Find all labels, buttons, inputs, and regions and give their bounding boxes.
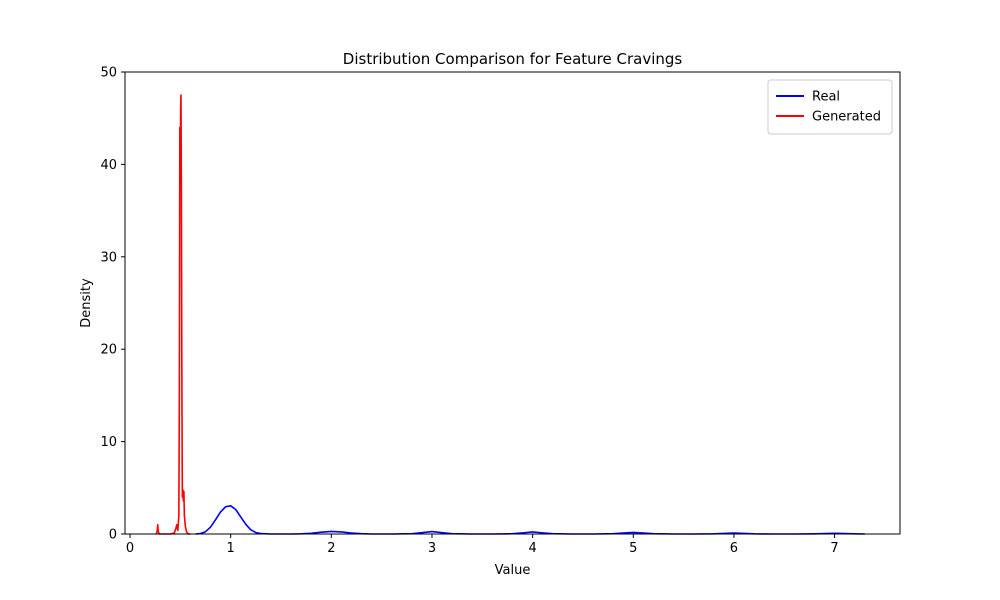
y-tick-label: 30 [100, 250, 117, 265]
x-axis-label: Value [495, 563, 531, 578]
x-tick-label: 5 [629, 541, 637, 556]
plot-frame [124, 71, 901, 535]
y-tick-label: 0 [109, 528, 117, 543]
y-tick-label: 20 [100, 343, 117, 358]
y-axis-ticks: 0 10 20 30 40 50 [100, 66, 125, 543]
x-tick-label: 0 [126, 541, 134, 556]
y-tick-label: 10 [100, 435, 117, 450]
x-tick-label: 4 [528, 541, 536, 556]
x-tick-label: 3 [428, 541, 436, 556]
y-tick-label: 50 [100, 66, 117, 81]
x-tick-label: 1 [227, 541, 235, 556]
y-axis-label: Density [79, 278, 94, 328]
x-tick-label: 2 [327, 541, 335, 556]
series-line-real [195, 505, 865, 535]
y-tick-label: 40 [100, 158, 117, 173]
legend-box [767, 79, 893, 135]
x-tick-label: 7 [830, 541, 838, 556]
x-axis-ticks: 0 1 2 3 4 5 6 7 [126, 534, 839, 556]
legend-label-real: Real [812, 90, 840, 105]
legend-label-generated: Generated [812, 110, 881, 125]
chart-title: Distribution Comparison for Feature Crav… [343, 50, 683, 68]
legend: Real Generated [767, 79, 893, 135]
x-tick-label: 6 [730, 541, 738, 556]
